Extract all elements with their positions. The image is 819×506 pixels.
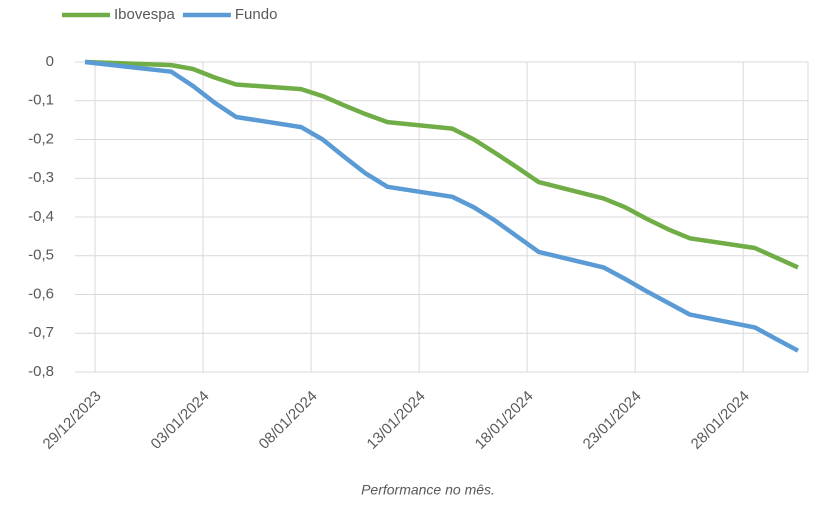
legend-label: Ibovespa xyxy=(114,6,176,23)
y-tick-label: -0,3 xyxy=(28,169,54,186)
x-tick-label: 08/01/2024 xyxy=(256,388,321,453)
y-tick-label: -0,1 xyxy=(28,92,54,109)
series-line xyxy=(84,59,800,353)
y-tick-label: -0,2 xyxy=(28,130,54,147)
x-tick-label: 23/01/2024 xyxy=(580,388,645,453)
x-tick-label: 03/01/2024 xyxy=(148,388,213,453)
y-tick-label: -0,8 xyxy=(28,363,54,380)
y-tick-label: 0 xyxy=(46,53,54,70)
x-tick-label: 18/01/2024 xyxy=(472,388,537,453)
y-tick-label: -0,6 xyxy=(28,285,54,302)
caption: Performance no mês. xyxy=(361,482,495,498)
x-tick-label: 29/12/2023 xyxy=(40,388,105,453)
y-tick-label: -0,4 xyxy=(28,208,54,225)
x-tick-label: 13/01/2024 xyxy=(364,388,429,453)
legend-label: Fundo xyxy=(235,6,278,23)
x-tick-label: 28/01/2024 xyxy=(688,388,753,453)
series-line xyxy=(84,59,799,270)
y-tick-label: -0,5 xyxy=(28,247,54,264)
y-tick-label: -0,7 xyxy=(28,324,54,341)
